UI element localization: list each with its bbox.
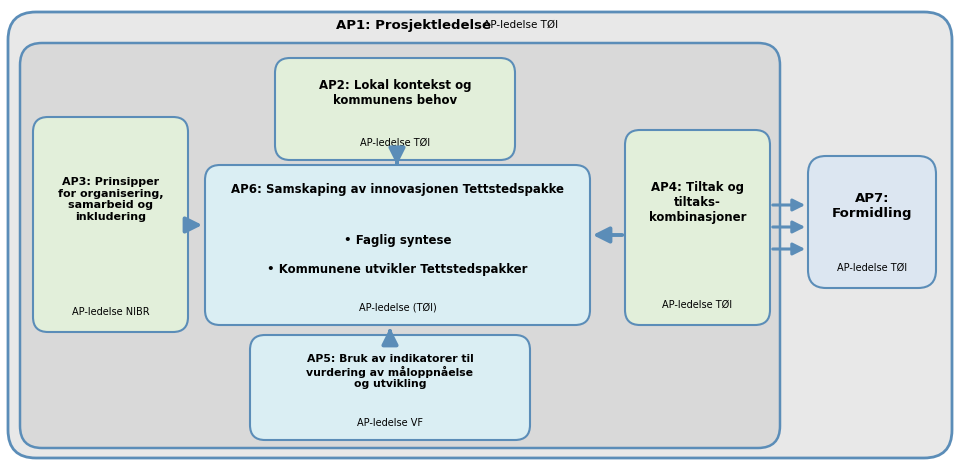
Text: AP-ledelse TØI: AP-ledelse TØI xyxy=(480,20,558,30)
FancyBboxPatch shape xyxy=(20,43,780,448)
Text: AP-ledelse NIBR: AP-ledelse NIBR xyxy=(71,307,150,317)
Text: • Faglig syntese: • Faglig syntese xyxy=(344,234,451,246)
Text: AP6: Samskaping av innovasjonen Tettstedspakke: AP6: Samskaping av innovasjonen Tettsted… xyxy=(231,182,564,196)
Text: AP5: Bruk av indikatorer til
vurdering av måloppnåelse
og utvikling: AP5: Bruk av indikatorer til vurdering a… xyxy=(306,353,473,389)
Text: AP2: Lokal kontekst og
kommunens behov: AP2: Lokal kontekst og kommunens behov xyxy=(319,79,471,107)
FancyBboxPatch shape xyxy=(33,117,188,332)
FancyBboxPatch shape xyxy=(808,156,936,288)
Text: AP-ledelse (TØI): AP-ledelse (TØI) xyxy=(358,303,437,313)
Text: AP-ledelse TØI: AP-ledelse TØI xyxy=(360,138,430,148)
Text: AP7:
Formidling: AP7: Formidling xyxy=(832,192,912,220)
Text: AP-ledelse TØI: AP-ledelse TØI xyxy=(837,263,907,273)
FancyBboxPatch shape xyxy=(275,58,515,160)
FancyBboxPatch shape xyxy=(8,12,952,458)
FancyBboxPatch shape xyxy=(250,335,530,440)
FancyBboxPatch shape xyxy=(205,165,590,325)
FancyBboxPatch shape xyxy=(625,130,770,325)
Text: AP4: Tiltak og
tiltaks-
kombinasjoner: AP4: Tiltak og tiltaks- kombinasjoner xyxy=(649,181,747,224)
Text: AP-ledelse VF: AP-ledelse VF xyxy=(357,418,423,428)
Text: AP-ledelse TØI: AP-ledelse TØI xyxy=(663,300,732,310)
Text: AP1: Prosjektledelse: AP1: Prosjektledelse xyxy=(336,18,492,31)
Text: • Kommunene utvikler Tettstedspakker: • Kommunene utvikler Tettstedspakker xyxy=(268,264,527,276)
Text: AP3: Prinsipper
for organisering,
samarbeid og
inkludering: AP3: Prinsipper for organisering, samarb… xyxy=(58,177,163,222)
